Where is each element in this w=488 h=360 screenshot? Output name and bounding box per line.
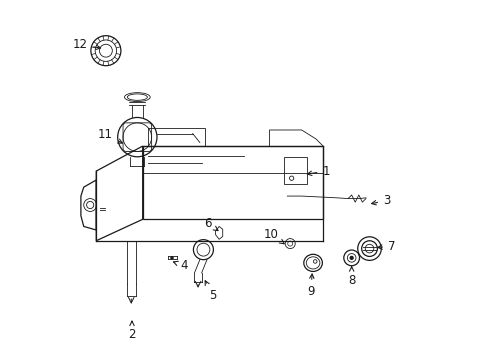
Text: 8: 8 — [347, 267, 355, 287]
Text: 7: 7 — [377, 240, 395, 253]
Circle shape — [171, 257, 173, 259]
Text: 3: 3 — [371, 194, 390, 207]
Text: 9: 9 — [306, 274, 314, 298]
Text: 4: 4 — [173, 259, 187, 272]
Text: 12: 12 — [73, 39, 101, 51]
Text: 1: 1 — [306, 165, 329, 177]
Text: 6: 6 — [203, 217, 218, 231]
Text: 2: 2 — [128, 321, 136, 341]
Text: 11: 11 — [98, 128, 122, 143]
Text: 5: 5 — [205, 281, 216, 302]
Text: 10: 10 — [263, 228, 284, 244]
Circle shape — [349, 256, 352, 259]
